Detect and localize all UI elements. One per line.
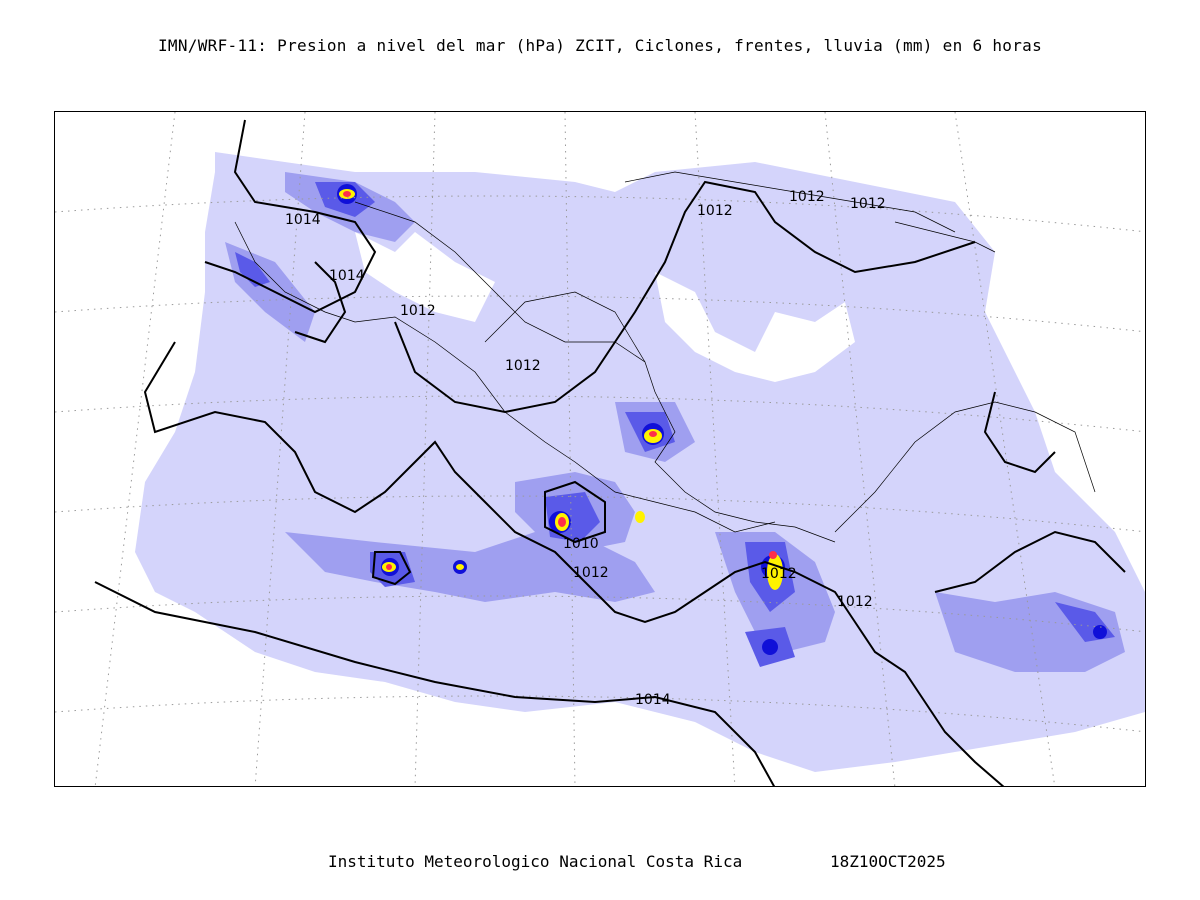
isobar-1014: [94, 581, 776, 786]
rain-core-red: [386, 564, 392, 570]
rain-area-light-b: [355, 232, 495, 322]
isobar-label: 1014: [285, 212, 321, 228]
coastline-mexico-pacific: [234, 221, 776, 533]
map-frame: 1014 1014 1012 1012 1012 1012 1010 1012 …: [54, 111, 1146, 787]
isobar-label: 1012: [573, 565, 609, 581]
rain-area-light: [135, 152, 1145, 772]
map-canvas: 1014 1014 1012 1012 1012 1012 1010 1012 …: [55, 112, 1145, 786]
rain-area-heavy: [235, 252, 270, 287]
rain-cell: [1093, 625, 1107, 639]
coastline-hispaniola: [894, 221, 996, 253]
rain-core-red: [558, 517, 566, 527]
isobar-label: 1012: [697, 203, 733, 219]
rain-core-red: [769, 551, 777, 559]
rain-field-light: [135, 152, 1145, 772]
isobar-1012: [394, 180, 976, 414]
isobar-labels: 1014 1014 1012 1012 1012 1012 1010 1012 …: [285, 189, 886, 708]
isobar-label: 1012: [761, 566, 797, 582]
coastlines: [234, 171, 1096, 543]
isobar-label: 1014: [329, 268, 365, 284]
isobar-1010: [544, 480, 606, 544]
footer-institution: Instituto Meteorologico Nacional Costa R…: [328, 852, 743, 871]
isobar-1014: [204, 119, 377, 314]
coastline-cuba: [624, 171, 956, 233]
coastline-central-america: [654, 391, 836, 543]
coastline-south-america: [834, 401, 1096, 533]
rain-area-medium: [285, 532, 655, 602]
rain-area-light-c: [655, 272, 855, 382]
map-title: IMN/WRF-11: Presion a nivel del mar (hPa…: [157, 36, 1043, 55]
isobar-1012: [143, 341, 1005, 786]
isobar-1014: [294, 261, 347, 344]
coastline-gulf: [354, 201, 656, 393]
isobar-east: [983, 391, 1056, 474]
isobar-label: 1012: [789, 189, 825, 205]
rain-core-yellow: [456, 564, 464, 570]
isobar-label: 1012: [850, 196, 886, 212]
isobar-label: 1012: [400, 303, 436, 319]
isobar-label: 1012: [837, 594, 873, 610]
isobar-label: 1012: [505, 358, 541, 374]
rain-core-red: [343, 191, 351, 197]
isobar-label: 1010: [563, 536, 599, 552]
rain-cell: [762, 639, 778, 655]
rain-core-yellow: [635, 511, 645, 523]
isobars: [94, 119, 1126, 786]
isobar-label: 1014: [635, 692, 671, 708]
isobar-south: [934, 530, 1126, 593]
rain-core-red: [649, 431, 657, 437]
footer-timestamp: 18Z10OCT2025: [830, 852, 946, 871]
isobar-1012-circle: [371, 551, 412, 586]
